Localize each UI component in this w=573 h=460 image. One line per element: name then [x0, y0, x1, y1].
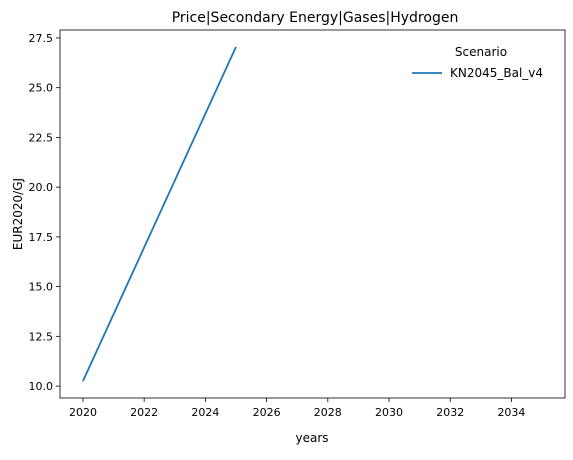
plot-area-frame	[59, 29, 566, 399]
y-tick-label: 12.5	[29, 330, 54, 343]
y-axis-label: EUR2020/GJ	[11, 178, 25, 250]
x-tick-label: 2026	[253, 406, 281, 419]
x-tick-label: 2030	[375, 406, 403, 419]
legend-label: KN2045_Bal_v4	[450, 66, 543, 80]
x-tick-label: 2022	[130, 406, 158, 419]
y-tick-label: 22.5	[29, 131, 54, 144]
x-tick-label: 2020	[69, 406, 97, 419]
y-axis: 10.0 12.5 15.0 17.5 20.0 22.5 25.0 27.5	[29, 32, 60, 393]
x-axis-label: years	[295, 431, 328, 445]
legend-title: Scenario	[455, 45, 507, 59]
y-tick-label: 27.5	[29, 32, 54, 45]
y-tick-label: 25.0	[29, 82, 54, 95]
series-layer	[82, 46, 237, 382]
x-axis: 2020 2022 2024 2026 2028 2030 2032 2034	[69, 398, 525, 419]
y-tick-label: 15.0	[29, 281, 54, 294]
y-tick-label: 20.0	[29, 181, 54, 194]
x-tick-label: 2028	[314, 406, 342, 419]
x-tick-label: 2034	[497, 406, 525, 419]
y-tick-label: 10.0	[29, 380, 54, 393]
x-tick-label: 2024	[191, 406, 219, 419]
chart-title: Price|Secondary Energy|Gases|Hydrogen	[172, 10, 459, 26]
series-line	[82, 46, 237, 382]
x-tick-label: 2032	[436, 406, 464, 419]
legend: Scenario KN2045_Bal_v4	[412, 45, 543, 80]
y-tick-label: 17.5	[29, 231, 54, 244]
